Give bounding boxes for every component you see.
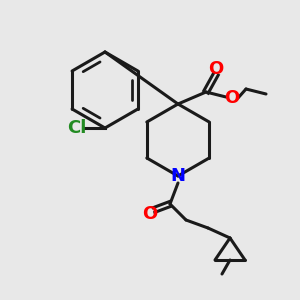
Text: N: N	[170, 167, 185, 185]
Text: O: O	[224, 89, 240, 107]
Text: O: O	[142, 205, 158, 223]
Text: Cl: Cl	[67, 119, 87, 137]
Text: O: O	[208, 60, 224, 78]
